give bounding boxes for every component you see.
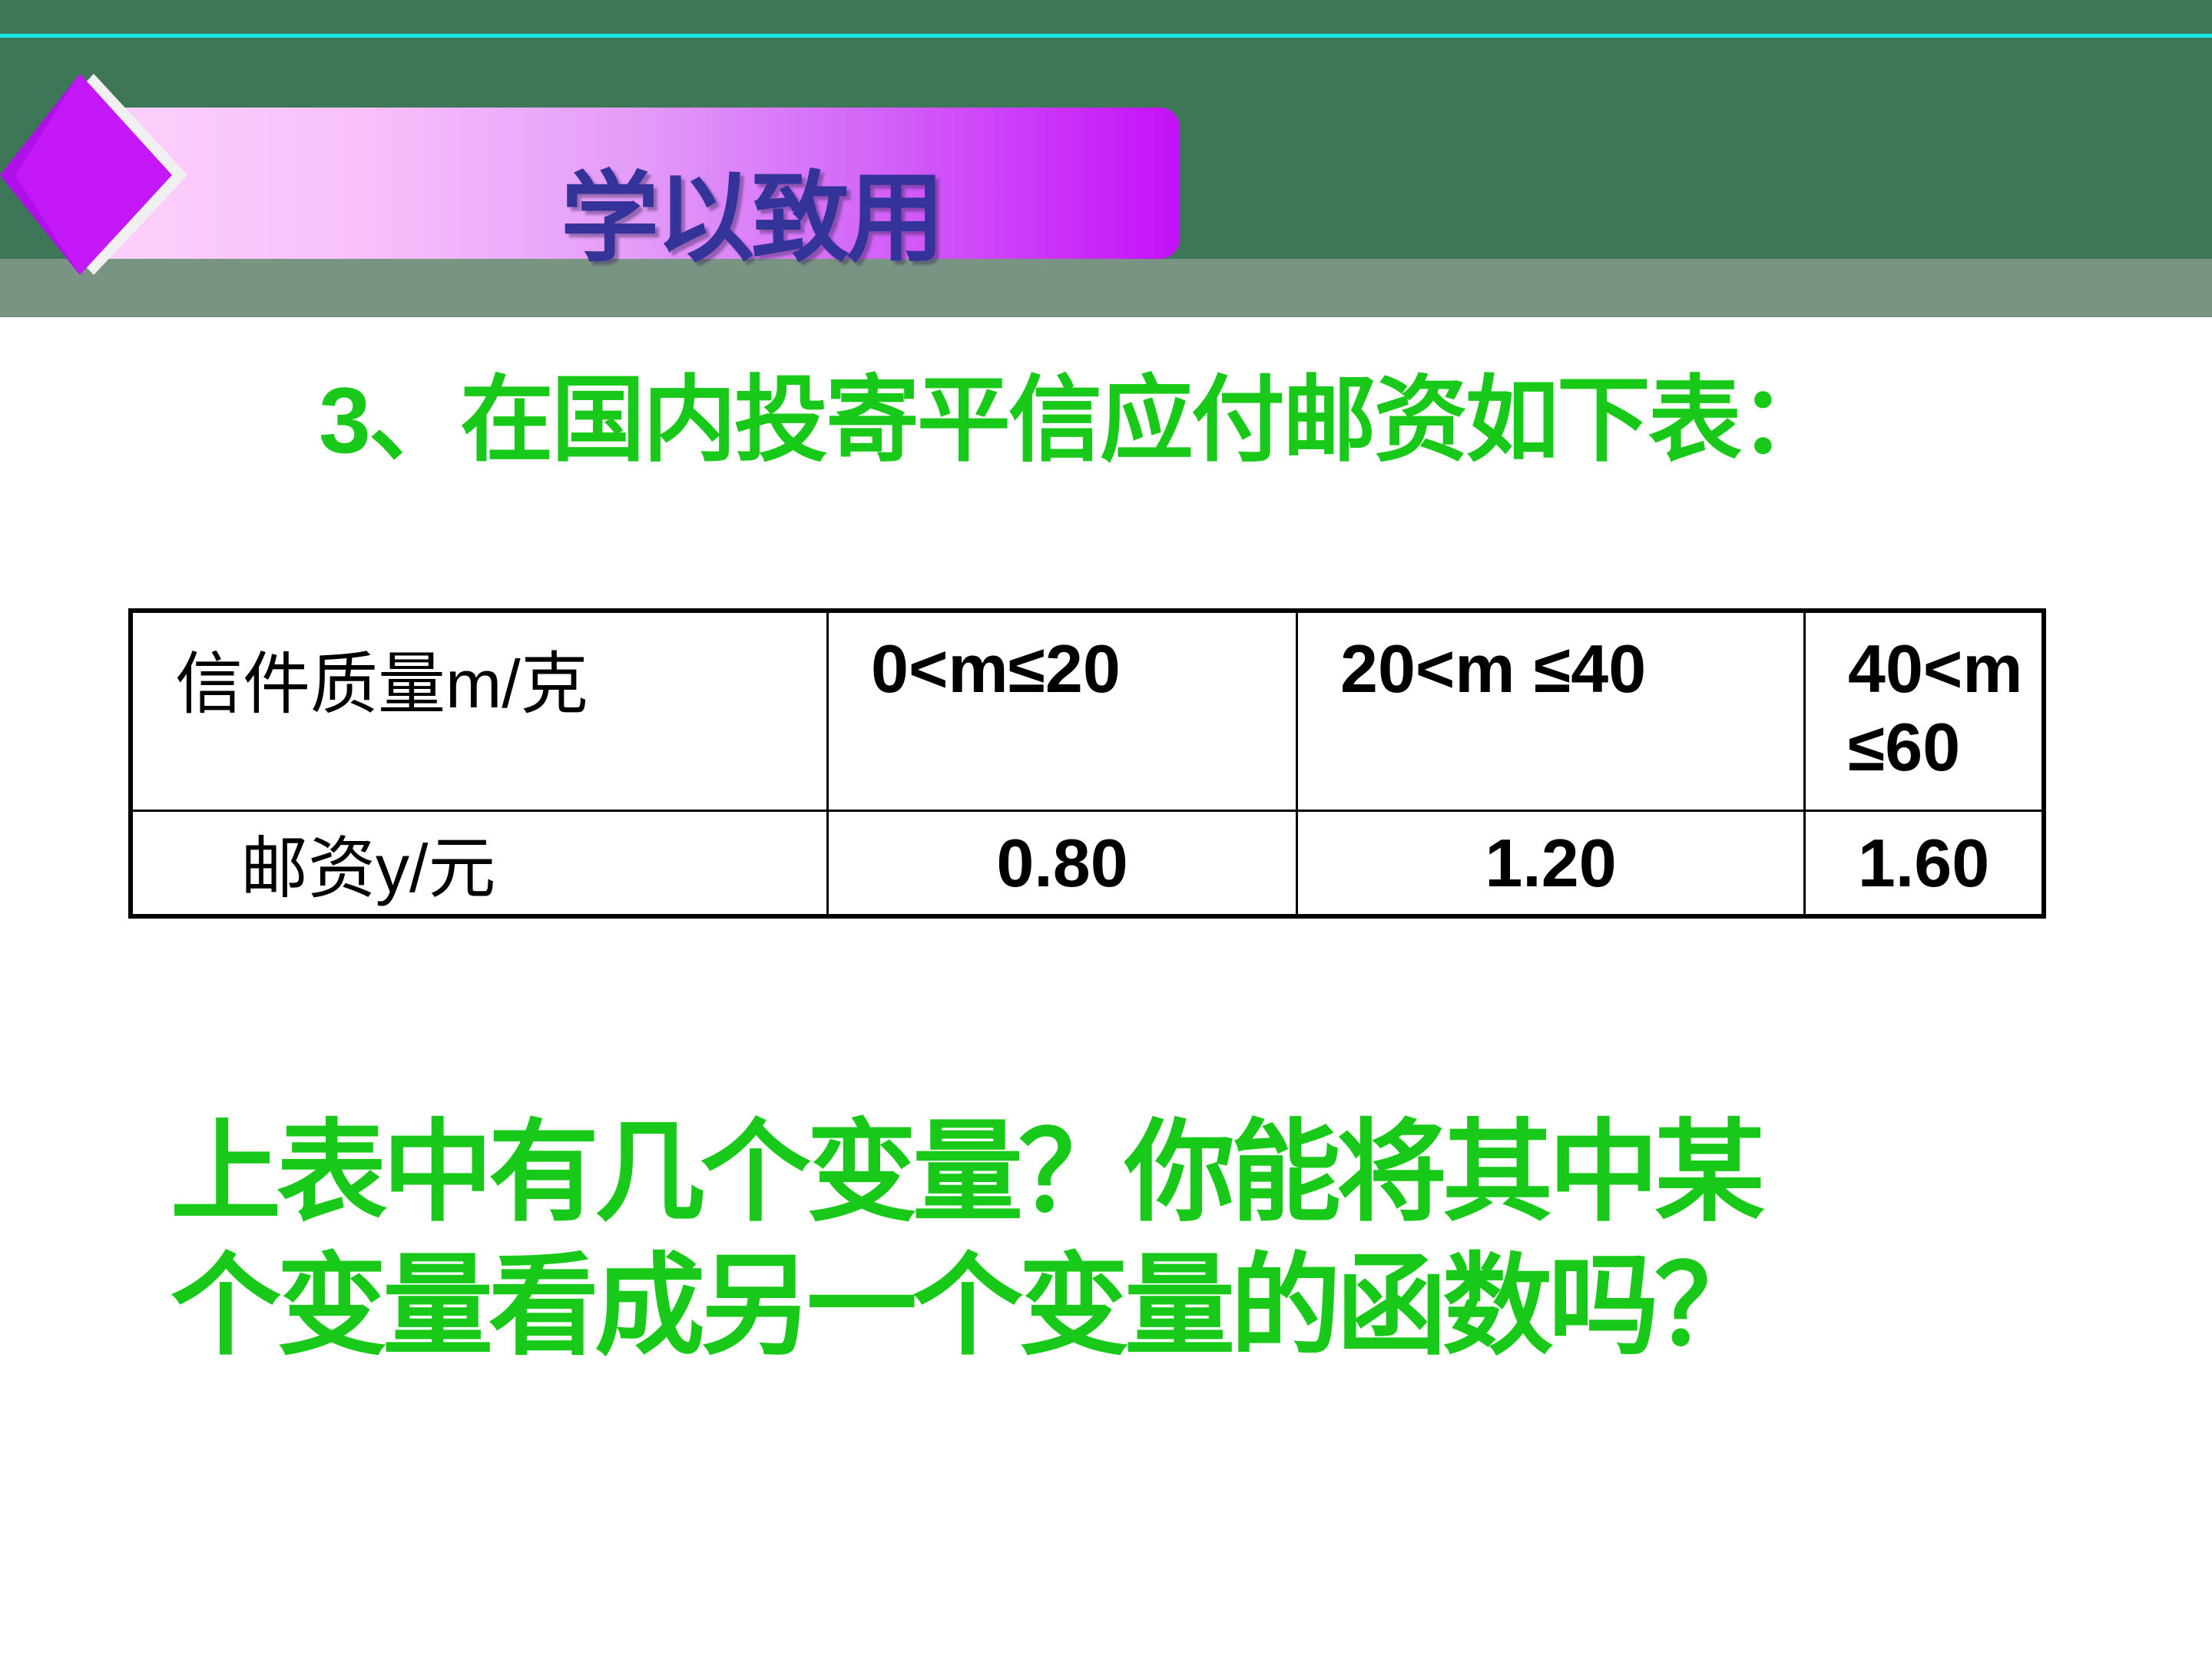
diamond-arrow-icon <box>0 74 187 275</box>
table-cell: 0<m≤20 <box>826 609 1298 812</box>
question-line-2: 个变量看成另一个变量的函数吗？ <box>171 1244 1765 1368</box>
table-cell: 1.60 <box>1803 810 2045 918</box>
problem-heading: 3、在国内投寄平信应付邮资如下表： <box>319 368 1833 472</box>
table-cell: 20<m ≤40 <box>1296 609 1806 812</box>
table-header-row: 信件质量m/克 0<m≤20 20<m ≤40 40<m ≤60 <box>129 609 2045 812</box>
header-gray-band <box>0 259 2212 317</box>
table-cell: 40<m ≤60 <box>1803 609 2045 812</box>
question-text: 上表中有几个变量？你能将其中某 个变量看成另一个变量的函数吗？ <box>171 1106 1765 1373</box>
title-banner <box>99 108 1180 259</box>
header-accent-line <box>0 34 2212 38</box>
table-cell: 信件质量m/克 <box>129 609 829 812</box>
postage-table: 信件质量m/克 0<m≤20 20<m ≤40 40<m ≤60 邮资y/元 0… <box>128 608 2046 919</box>
question-line-1: 上表中有几个变量？你能将其中某 <box>171 1111 1765 1234</box>
table-cell: 0.80 <box>826 810 1298 918</box>
table-cell: 1.20 <box>1296 810 1806 918</box>
table-cell: 邮资y/元 <box>129 810 829 918</box>
slide-title: 学以致用 <box>561 164 945 273</box>
table-row: 邮资y/元 0.80 1.20 1.60 <box>129 810 2045 918</box>
